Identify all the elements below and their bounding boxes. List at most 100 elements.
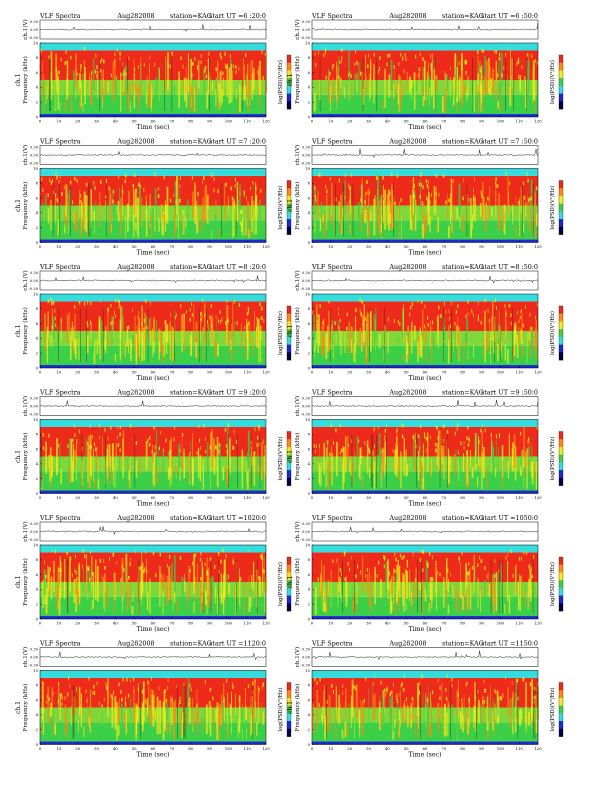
time-tick-label: 70 (441, 244, 446, 249)
time-tick-label: 30 (94, 746, 99, 751)
waveform-tick-label: -0.30 (29, 538, 39, 542)
time-tick-label: 120 (534, 119, 542, 124)
colorbar-segment (287, 439, 291, 447)
colorbar-segment (559, 86, 563, 94)
panel-station: station=KAG (442, 640, 484, 648)
colorbar-segment (287, 721, 291, 729)
waveform-tick-label: 0.00 (302, 153, 311, 157)
freq-tick-label: 2 (308, 727, 311, 732)
waveform-tick-label: 0.30 (30, 396, 39, 400)
colorbar: log(PSD)(V²/Hz) (549, 432, 563, 486)
colorbar-segment (559, 470, 563, 478)
time-tick-label: 70 (169, 746, 174, 751)
panel-date: Aug282008 (116, 389, 154, 397)
time-tick-label: 70 (169, 495, 174, 500)
colorbar-segment (559, 70, 563, 78)
waveform-tick-label: -0.30 (301, 538, 311, 542)
time-tick-label: 100 (497, 370, 505, 375)
panel-title: VLF Spectra (311, 263, 353, 271)
time-tick-label: 30 (366, 746, 371, 751)
time-tick-label: 60 (423, 495, 428, 500)
freq-tick-label: 6 (36, 70, 39, 75)
colorbar-segment (559, 188, 563, 196)
time-tick-label: 50 (404, 495, 409, 500)
colorbar-segment (559, 181, 563, 189)
time-tick-label: 0 (39, 119, 42, 124)
freq-tick-label: 10 (33, 668, 38, 673)
spectral-band-cyan (40, 545, 266, 552)
freq-tick-label: 8 (36, 557, 39, 562)
time-tick-label: 70 (441, 370, 446, 375)
time-tick-label: 40 (385, 621, 390, 626)
time-axis-label: Time (sec) (137, 501, 170, 508)
time-tick-label: 90 (479, 370, 484, 375)
freq-tick-label: 4 (36, 461, 39, 466)
waveform-tick-label: 0.00 (302, 279, 311, 283)
time-tick-label: 40 (113, 119, 118, 124)
time-tick-label: 60 (151, 370, 156, 375)
freq-tick-label: 6 (308, 70, 311, 75)
panel-title: VLF Spectra (311, 12, 353, 20)
time-tick-label: 70 (441, 495, 446, 500)
panel-station: station=KAG (442, 263, 484, 271)
freq-tick-label: 10 (33, 291, 38, 296)
time-tick-label: 0 (311, 119, 314, 124)
time-tick-label: 110 (516, 621, 524, 626)
time-axis-label: Time (sec) (137, 752, 170, 759)
time-tick-label: 30 (366, 621, 371, 626)
freq-tick-label: 6 (308, 321, 311, 326)
freq-tick-label: 6 (36, 446, 39, 451)
time-tick-label: 80 (460, 746, 465, 751)
time-tick-label: 60 (423, 244, 428, 249)
colorbar-segment (559, 580, 563, 588)
freq-tick-label: 8 (308, 683, 311, 688)
waveform-ylabel: ch.1(V) (22, 270, 29, 290)
waveform-tick-label: 0.30 (302, 522, 311, 526)
colorbar-label: log(PSD)(V²/Hz) (549, 437, 556, 481)
time-tick-label: 110 (516, 370, 524, 375)
time-tick-label: 0 (311, 370, 314, 375)
colorbar-segment (559, 478, 563, 486)
time-tick-label: 20 (75, 370, 80, 375)
colorbar-segment (559, 63, 563, 71)
time-tick-label: 0 (39, 495, 42, 500)
time-tick-label: 110 (244, 370, 252, 375)
time-axis-label: Time (sec) (137, 250, 170, 257)
waveform-ylabel: ch.1(V) (22, 521, 29, 541)
colorbar-label: log(PSD)(V²/Hz) (549, 186, 556, 230)
colorbar-segment (559, 557, 563, 565)
waveform-frame (312, 146, 538, 165)
panel-start-time: start UT =9 :20:0 (209, 389, 266, 397)
colorbar-segment (559, 211, 563, 219)
time-tick-label: 0 (39, 746, 42, 751)
colorbar-segment (559, 78, 563, 86)
spectral-band-cyan (40, 43, 266, 50)
colorbar-segment (559, 596, 563, 604)
colorbar-segment (559, 447, 563, 455)
time-tick-label: 30 (366, 119, 371, 124)
time-tick-label: 60 (423, 119, 428, 124)
time-tick-label: 60 (151, 746, 156, 751)
time-tick-label: 20 (347, 495, 352, 500)
waveform-tick-label: 0.00 (30, 28, 39, 32)
colorbar-label: log(PSD)(V²/Hz) (549, 562, 556, 606)
time-tick-label: 70 (441, 746, 446, 751)
panel-date: Aug282008 (116, 12, 154, 20)
colorbar-segment (559, 219, 563, 227)
waveform-tick-label: 0.00 (30, 404, 39, 408)
freq-tick-label: 2 (36, 727, 39, 732)
time-tick-label: 80 (460, 119, 465, 124)
freq-tick-label: 2 (308, 225, 311, 230)
colorbar-segment (559, 352, 563, 360)
freq-tick-label: 4 (36, 712, 39, 717)
